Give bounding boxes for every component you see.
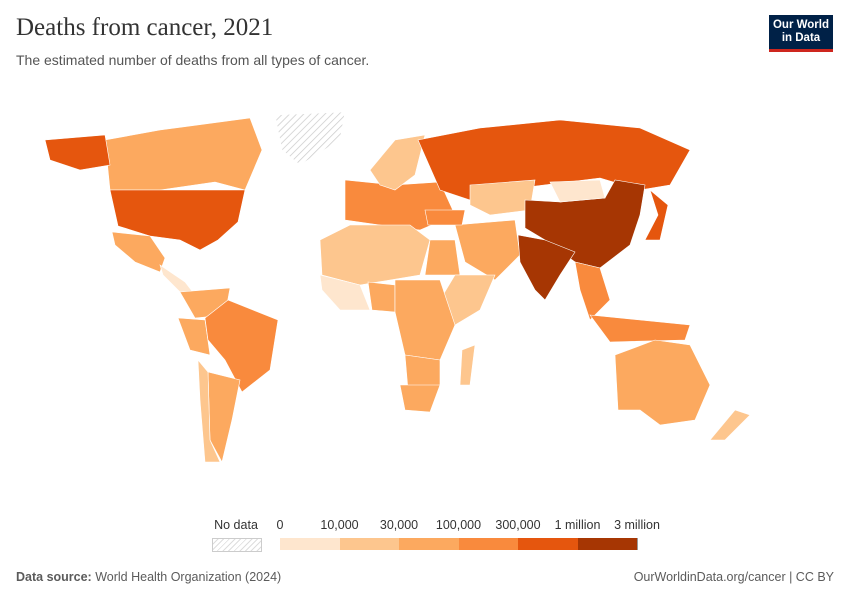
source-link[interactable]: OurWorldinData.org/cancer | CC BY xyxy=(633,570,834,584)
country-brazil[interactable] xyxy=(204,299,279,393)
chart-subtitle: The estimated number of deaths from all … xyxy=(16,52,370,68)
owid-logo[interactable]: Our World in Data xyxy=(769,15,833,52)
country-south-africa[interactable] xyxy=(399,384,441,413)
legend-tick-label: 1 million xyxy=(554,518,601,532)
country-egypt[interactable] xyxy=(424,239,461,276)
legend-tick-label: 0 xyxy=(276,518,284,532)
legend-tick-label: 100,000 xyxy=(435,518,482,532)
source-name: World Health Organization (2024) xyxy=(95,570,282,584)
country-japan[interactable] xyxy=(644,189,669,241)
country-nigeria[interactable] xyxy=(367,281,396,313)
country-central-america[interactable] xyxy=(159,264,196,296)
country-russia[interactable] xyxy=(417,119,691,201)
country-north-africa[interactable] xyxy=(319,224,431,286)
legend-tick-label: 10,000 xyxy=(320,518,359,532)
legend-tick-label: 30,000 xyxy=(379,518,419,532)
country-scandinavia[interactable] xyxy=(369,134,426,191)
legend-bin[interactable] xyxy=(280,538,341,550)
country-mongolia[interactable] xyxy=(549,179,606,203)
chart-title: Deaths from cancer, 2021 xyxy=(16,14,274,41)
country-new-zealand[interactable] xyxy=(709,409,751,441)
country-united-states[interactable] xyxy=(109,189,246,251)
legend-bin[interactable] xyxy=(339,538,400,550)
country-west-africa[interactable] xyxy=(319,274,371,311)
legend-bin[interactable] xyxy=(577,538,638,550)
data-source: Data source: World Health Organization (… xyxy=(16,570,282,584)
legend-bin[interactable] xyxy=(458,538,519,550)
country-chile[interactable] xyxy=(197,359,221,463)
world-map[interactable] xyxy=(0,100,850,480)
country-alaska[interactable] xyxy=(44,134,111,171)
country-peru[interactable] xyxy=(177,317,211,356)
legend-no-data-label: No data xyxy=(214,518,258,532)
country-australia[interactable] xyxy=(614,339,711,426)
legend-no-data-swatch[interactable] xyxy=(212,538,262,552)
country-mexico[interactable] xyxy=(111,231,166,273)
legend-bin[interactable] xyxy=(518,538,579,550)
country-greenland[interactable] xyxy=(274,111,346,166)
country-turkey[interactable] xyxy=(424,209,466,226)
country-india[interactable] xyxy=(517,234,576,301)
country-canada[interactable] xyxy=(104,117,263,191)
country-kazakhstan[interactable] xyxy=(469,179,536,216)
legend-bin[interactable] xyxy=(399,538,460,550)
legend-tick-label: 300,000 xyxy=(495,518,541,532)
country-middle-east[interactable] xyxy=(454,219,521,281)
country-indonesia[interactable] xyxy=(589,314,691,343)
country-southeast-asia[interactable] xyxy=(574,261,611,321)
country-madagascar[interactable] xyxy=(459,344,476,386)
legend-tick-label: 3 million xyxy=(614,518,660,532)
